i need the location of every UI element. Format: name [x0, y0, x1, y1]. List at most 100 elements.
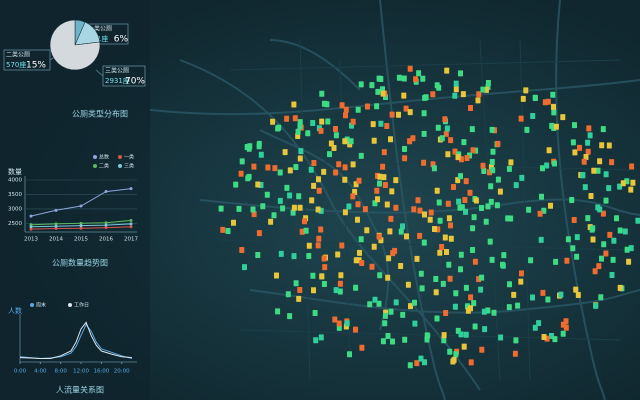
value-label: 15%: [26, 61, 46, 71]
toilet-marker: [451, 356, 457, 363]
toilet-marker: [316, 235, 322, 242]
toilet-marker: [441, 337, 447, 344]
toilet-marker: [471, 300, 477, 307]
toilet-marker: [359, 344, 365, 351]
toilet-marker: [265, 164, 271, 171]
toilet-marker: [376, 300, 382, 307]
toilet-marker: [287, 192, 293, 199]
toilet-marker: [388, 136, 393, 143]
toilet-marker: [558, 291, 564, 298]
toilet-marker: [590, 236, 596, 243]
toilet-marker: [433, 289, 439, 296]
toilet-marker: [218, 205, 224, 212]
toilet-marker: [606, 142, 612, 149]
x-tick-label: 2017: [124, 237, 138, 243]
toilet-marker: [385, 333, 391, 339]
toilet-marker: [488, 183, 494, 190]
toilet-marker: [508, 159, 514, 166]
toilet-marker: [620, 180, 626, 187]
toilet-marker: [411, 206, 417, 213]
toilet-marker: [315, 242, 321, 249]
toilet-marker: [574, 253, 580, 260]
toilet-marker: [427, 216, 433, 223]
toilet-marker: [552, 160, 557, 167]
toilet-marker: [490, 148, 496, 155]
toilet-marker: [526, 206, 532, 213]
toilet-marker: [393, 204, 399, 211]
toilet-marker: [412, 299, 417, 306]
toilet-marker: [482, 326, 488, 333]
toilet-marker: [575, 292, 581, 298]
toilet-marker: [256, 230, 262, 237]
toilet-marker: [560, 330, 566, 337]
toilet-marker: [274, 272, 279, 279]
toilet-marker: [481, 308, 487, 315]
toilet-marker: [336, 320, 342, 327]
toilet-marker: [542, 99, 548, 106]
toilet-marker: [512, 350, 518, 357]
toilet-marker: [337, 280, 343, 287]
toilet-marker: [318, 127, 324, 134]
toilet-marker: [479, 346, 485, 353]
toilet-marker: [296, 193, 302, 200]
toilet-marker: [284, 115, 290, 122]
toilet-marker: [453, 86, 459, 93]
toilet-marker: [405, 281, 411, 288]
toilet-marker: [460, 91, 466, 98]
toilet-marker: [402, 146, 407, 152]
toilet-marker: [539, 193, 544, 200]
toilet-marker: [495, 176, 501, 183]
toilet-marker: [528, 257, 534, 264]
toilet-marker: [432, 226, 437, 232]
toilet-marker: [599, 142, 605, 149]
toilet-marker: [297, 155, 303, 162]
data-point: [29, 225, 33, 229]
value-label: 70%: [125, 77, 145, 87]
toilet-marker: [586, 125, 592, 132]
toilet-marker: [245, 175, 251, 182]
toilet-marker: [491, 309, 497, 316]
toilet-marker: [495, 140, 501, 147]
toilet-marker: [609, 272, 615, 278]
toilet-marker: [305, 130, 311, 137]
toilet-marker: [339, 102, 345, 109]
toilet-marker: [447, 348, 453, 355]
toilet-marker: [382, 320, 388, 327]
toilet-marker: [367, 301, 373, 308]
toilet-marker: [311, 160, 317, 166]
toilet-marker: [536, 320, 542, 327]
toilet-marker: [455, 154, 461, 161]
toilet-marker: [297, 204, 303, 211]
toilet-marker: [401, 92, 407, 99]
toilet-marker: [421, 110, 427, 117]
toilet-marker: [396, 74, 402, 81]
toilet-marker: [609, 159, 615, 166]
x-tick-label: 12:00: [73, 369, 89, 375]
toilet-marker: [353, 284, 359, 291]
toilet-marker: [570, 139, 576, 146]
toilet-marker: [571, 217, 577, 223]
toilet-marker: [617, 284, 623, 291]
toilet-marker: [585, 215, 591, 222]
toilet-marker: [384, 201, 390, 208]
toilet-marker: [524, 126, 530, 133]
toilet-marker: [470, 225, 476, 232]
toilet-marker: [470, 147, 476, 154]
x-tick-label: 2016: [99, 237, 113, 243]
toilet-marker: [488, 198, 494, 205]
toilet-marker: [431, 165, 437, 172]
data-point: [54, 208, 58, 212]
toilet-marker: [433, 276, 439, 282]
toilet-marker: [381, 174, 387, 181]
toilet-marker: [407, 138, 413, 145]
toilet-marker: [560, 321, 566, 328]
x-tick-label: 4:00: [34, 369, 47, 375]
toilet-marker: [377, 180, 382, 187]
toilet-marker: [461, 343, 467, 350]
toilet-marker: [364, 227, 370, 234]
toilet-marker: [407, 65, 413, 72]
legend-label: 工作日: [74, 302, 89, 309]
toilet-marker: [308, 166, 314, 173]
toilet-marker: [448, 137, 454, 144]
data-point: [129, 187, 133, 191]
